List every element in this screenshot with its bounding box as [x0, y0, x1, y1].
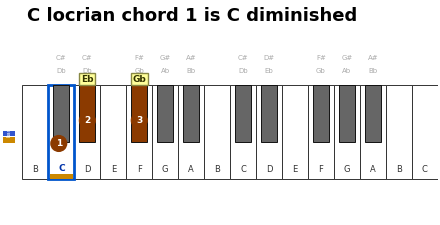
Text: G: G	[162, 165, 169, 174]
Bar	[178, 85, 204, 178]
Text: F#: F#	[316, 55, 326, 61]
Text: Bb: Bb	[368, 68, 378, 74]
Bar	[334, 85, 360, 178]
Text: A#: A#	[367, 55, 378, 61]
Text: A#: A#	[186, 55, 197, 61]
Text: 2: 2	[84, 116, 91, 125]
Text: G#: G#	[341, 55, 352, 61]
Text: 3: 3	[136, 116, 143, 125]
Text: Bb: Bb	[187, 68, 196, 74]
Text: Gb: Gb	[316, 68, 326, 74]
Text: D: D	[266, 165, 272, 174]
Text: Eb: Eb	[265, 68, 273, 74]
Text: Eb: Eb	[81, 75, 94, 84]
Text: Gb: Gb	[132, 75, 146, 84]
Bar	[365, 85, 381, 142]
Text: G#: G#	[160, 55, 171, 61]
Bar	[308, 85, 334, 178]
Bar	[79, 85, 95, 142]
Text: Ab: Ab	[161, 68, 170, 74]
Text: E: E	[293, 165, 297, 174]
Bar	[412, 85, 438, 178]
Bar	[282, 85, 308, 178]
Text: F#: F#	[134, 55, 144, 61]
Bar	[313, 85, 329, 142]
Bar	[100, 85, 126, 178]
Bar	[131, 85, 147, 142]
Text: A: A	[370, 165, 376, 174]
Bar	[230, 85, 256, 178]
Circle shape	[79, 112, 96, 129]
Bar	[204, 85, 230, 178]
Bar	[50, 174, 73, 178]
Bar	[126, 85, 152, 178]
Bar	[360, 85, 386, 178]
Text: B: B	[214, 165, 220, 174]
Text: B: B	[396, 165, 402, 174]
Bar	[256, 85, 282, 178]
Text: Db: Db	[57, 68, 66, 74]
Text: E: E	[111, 165, 116, 174]
Text: basicmusictheory.com: basicmusictheory.com	[7, 79, 11, 137]
Text: D: D	[84, 165, 91, 174]
Text: C: C	[422, 165, 428, 174]
Text: C#: C#	[56, 55, 67, 61]
Text: D#: D#	[264, 55, 275, 61]
Circle shape	[131, 112, 148, 129]
Bar	[261, 85, 277, 142]
Text: 1: 1	[55, 139, 62, 148]
Bar	[3, 137, 15, 143]
Text: Db: Db	[83, 68, 92, 74]
Bar	[74, 85, 100, 178]
Text: C#: C#	[238, 55, 249, 61]
Bar	[53, 85, 70, 142]
Circle shape	[50, 135, 67, 152]
Bar	[386, 85, 412, 178]
Text: Ab: Ab	[342, 68, 352, 74]
Bar	[339, 85, 355, 142]
Text: C locrian chord 1 is C diminished: C locrian chord 1 is C diminished	[27, 7, 357, 25]
Text: C: C	[58, 164, 65, 173]
Text: C#: C#	[82, 55, 93, 61]
Text: Gb: Gb	[134, 68, 144, 74]
Text: Db: Db	[238, 68, 248, 74]
Text: B: B	[33, 165, 38, 174]
Bar	[3, 130, 15, 136]
Bar	[152, 85, 178, 178]
Text: G: G	[344, 165, 350, 174]
Text: A: A	[188, 165, 194, 174]
Text: F: F	[137, 165, 142, 174]
Text: F: F	[319, 165, 323, 174]
Bar	[235, 85, 251, 142]
Bar	[48, 85, 74, 178]
Bar	[22, 85, 48, 178]
Text: C: C	[240, 165, 246, 174]
Bar	[157, 85, 173, 142]
Bar	[183, 85, 199, 142]
Bar	[48, 85, 74, 178]
